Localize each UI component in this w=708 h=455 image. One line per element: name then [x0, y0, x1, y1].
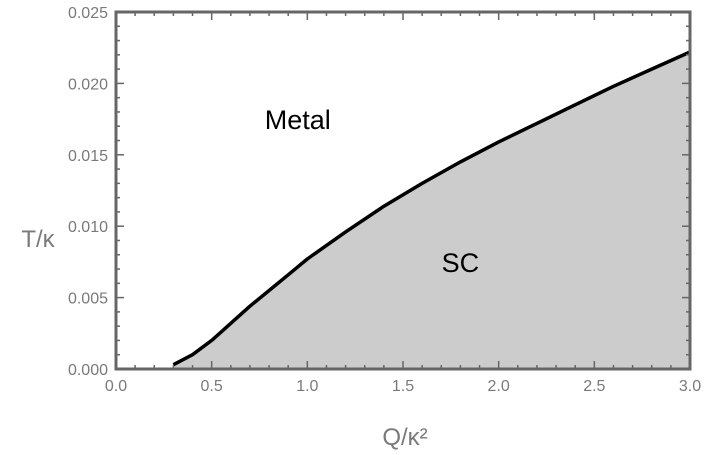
region-label-sc: SC [442, 248, 480, 278]
region-label-metal: Metal [265, 105, 331, 135]
y-tick-label: 0.000 [68, 362, 108, 379]
x-tick-label: 2.0 [488, 378, 510, 395]
y-tick-label: 0.020 [68, 76, 108, 93]
y-tick-label: 0.005 [68, 291, 108, 308]
plot-area: 0.0 0.5 1.0 1.5 2.0 2.5 3.0 0.000 0.005 0.010 0.01… [68, 5, 701, 395]
phase-boundary-line [172, 50, 691, 367]
sc-region-fill [173, 52, 690, 369]
x-tick-label: 1.5 [392, 378, 414, 395]
x-tick-label: 0.0 [105, 378, 127, 395]
y-tick-label: 0.025 [68, 5, 108, 22]
y-tick-label: 0.010 [68, 219, 108, 236]
y-tick-label: 0.015 [68, 148, 108, 165]
x-tick-label: 2.5 [583, 378, 605, 395]
x-tick-label: 1.0 [296, 378, 318, 395]
y-axis-label: T/κ [21, 226, 55, 253]
x-tick-label: 3.0 [679, 378, 701, 395]
x-tick-label: 0.5 [201, 378, 223, 395]
x-axis-label: Q/κ² [382, 424, 427, 451]
